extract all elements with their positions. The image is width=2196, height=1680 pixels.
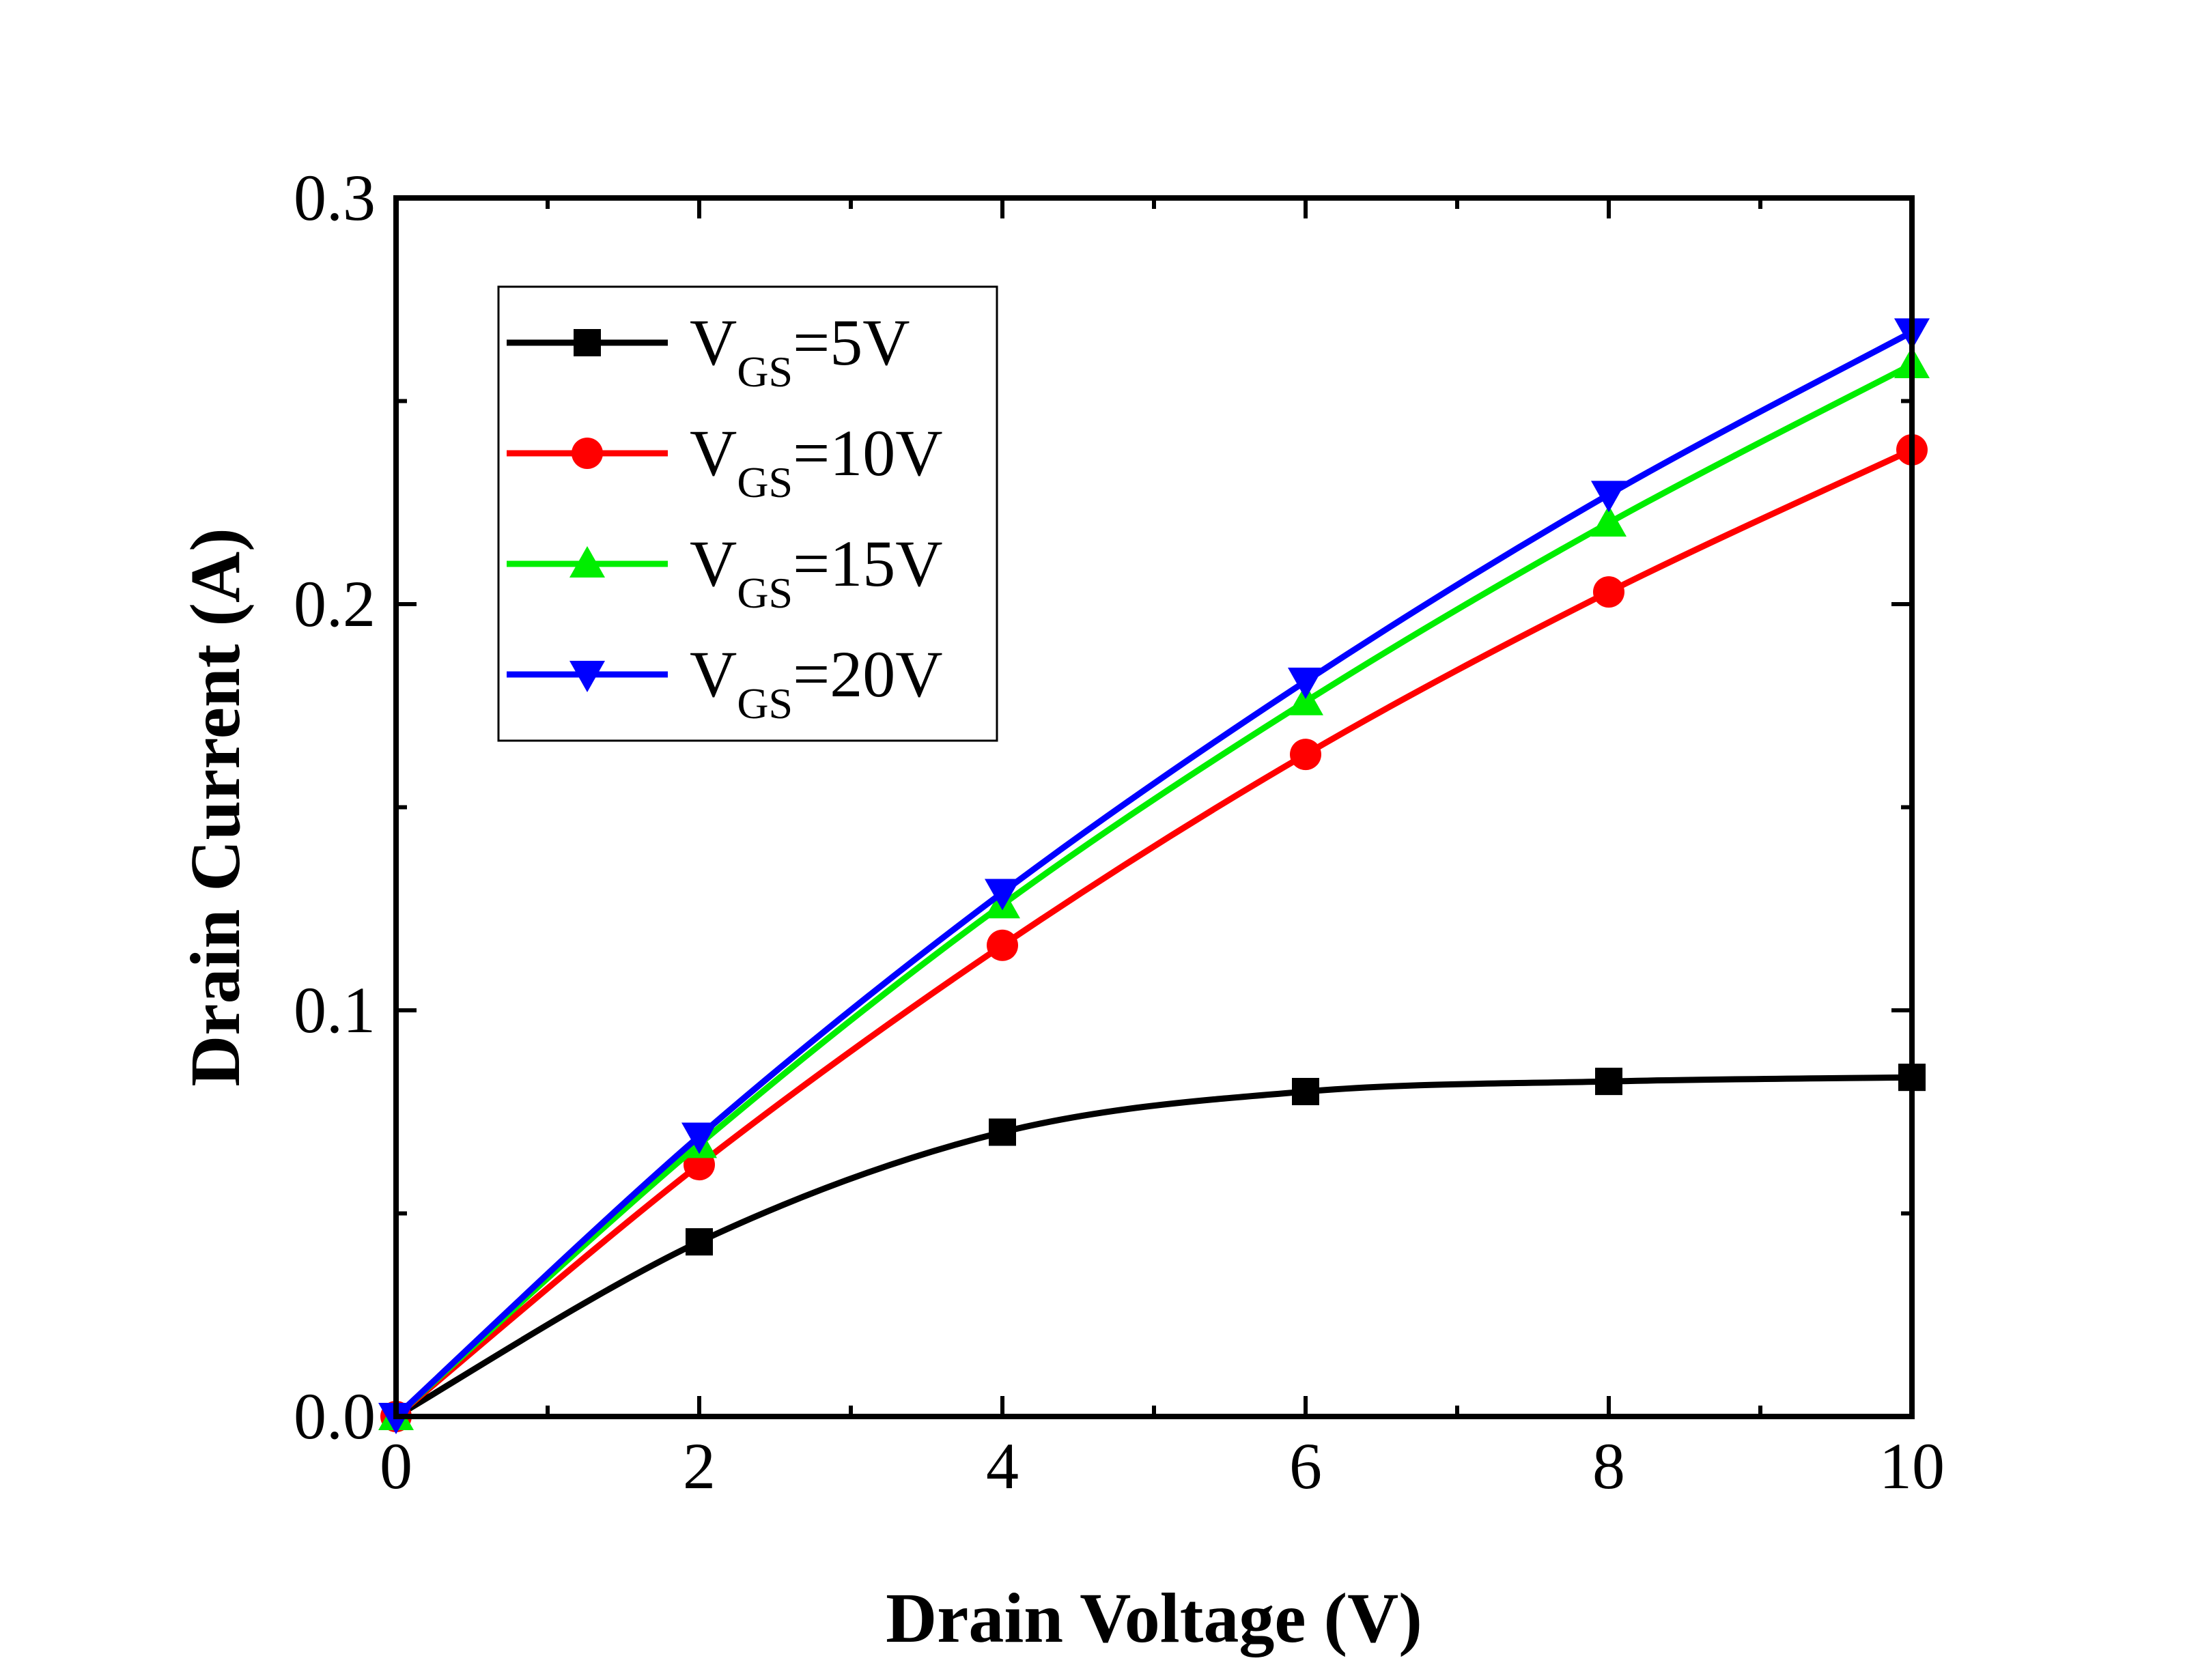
legend-label: VGS=5V bbox=[690, 306, 910, 396]
legend-label-rest: =5V bbox=[793, 306, 910, 379]
x-tick-label: 10 bbox=[1879, 1429, 1945, 1503]
legend-label-rest: =20V bbox=[793, 638, 942, 711]
legend-entry: VGS=15V bbox=[507, 527, 943, 617]
legend-label: VGS=20V bbox=[690, 638, 943, 728]
legend-marker bbox=[572, 438, 603, 469]
legend-marker bbox=[569, 661, 605, 692]
legend-label-main: V bbox=[690, 306, 737, 379]
legend-entry: VGS=20V bbox=[507, 638, 943, 728]
axes: 0 2 4 6 8 10 0.0 0.1 0.2 0.3 Drain Voltage (V) Drai… bbox=[176, 161, 1945, 1657]
data-point bbox=[1591, 505, 1627, 537]
y-tick-label: 0.2 bbox=[294, 567, 376, 640]
y-tick-label: 0.3 bbox=[294, 161, 376, 234]
data-point bbox=[1595, 1068, 1622, 1096]
legend-marker bbox=[569, 546, 605, 578]
legend-entry: VGS=10V bbox=[507, 416, 943, 507]
data-point bbox=[985, 879, 1020, 911]
legend-entry: VGS=5V bbox=[507, 306, 910, 396]
series-line bbox=[394, 446, 1913, 1419]
data-point bbox=[1288, 683, 1323, 715]
series-vgs-20v bbox=[378, 318, 1930, 1434]
legend-label-main: V bbox=[690, 638, 737, 711]
data-point bbox=[1290, 739, 1321, 771]
x-tick-label: 0 bbox=[380, 1429, 412, 1503]
series-group bbox=[378, 318, 1930, 1434]
x-tick-label: 4 bbox=[986, 1429, 1019, 1503]
legend-marker bbox=[574, 329, 601, 356]
x-axis-title: Drain Voltage (V) bbox=[886, 1579, 1422, 1657]
series-vgs-5v bbox=[382, 1064, 1926, 1430]
data-point bbox=[1292, 1078, 1319, 1105]
data-point bbox=[1288, 668, 1323, 700]
series-line bbox=[393, 329, 1914, 1419]
data-point bbox=[987, 929, 1018, 961]
y-tick-label: 0.1 bbox=[294, 973, 376, 1047]
y-axis-title: Drain Current (A) bbox=[176, 528, 255, 1086]
legend-label-rest: =10V bbox=[793, 416, 942, 489]
legend-label: VGS=15V bbox=[690, 527, 943, 617]
series-line bbox=[393, 361, 1914, 1419]
y-tick-label: 0.0 bbox=[294, 1380, 376, 1453]
data-point bbox=[681, 1122, 717, 1154]
data-point bbox=[1591, 481, 1627, 513]
legend-label-subscript: GS bbox=[737, 569, 793, 617]
data-point bbox=[686, 1228, 713, 1256]
legend-label-main: V bbox=[690, 527, 737, 600]
x-tick-label: 6 bbox=[1289, 1429, 1322, 1503]
legend-label-rest: =15V bbox=[793, 527, 942, 600]
series-line bbox=[394, 1074, 1913, 1419]
data-point bbox=[989, 1118, 1016, 1146]
legend-label: VGS=10V bbox=[690, 416, 943, 507]
legend-label-subscript: GS bbox=[737, 347, 793, 396]
legend-label-subscript: GS bbox=[737, 679, 793, 728]
legend-label-subscript: GS bbox=[737, 458, 793, 507]
legend-label-main: V bbox=[690, 416, 737, 489]
x-tick-label: 2 bbox=[683, 1429, 716, 1503]
data-point bbox=[1593, 576, 1624, 608]
x-tick-label: 8 bbox=[1592, 1429, 1625, 1503]
